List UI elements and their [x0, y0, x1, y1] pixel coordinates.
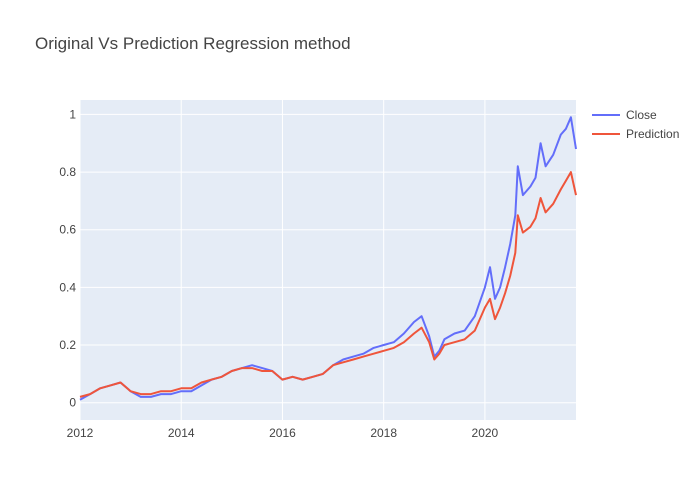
y-tick-label: 0.6: [59, 223, 76, 237]
y-axis-ticks: 0 0.2 0.4 0.6 0.8 1: [59, 107, 76, 409]
x-tick-label: 2018: [370, 426, 397, 440]
y-tick-label: 0.8: [59, 165, 76, 179]
legend-item-close[interactable]: Close: [592, 108, 657, 122]
y-tick-label: 0: [69, 396, 76, 410]
series-line-prediction: [79, 171, 577, 398]
x-tick-label: 2012: [67, 426, 94, 440]
grid-lines: [79, 100, 576, 420]
x-axis-ticks: 2012 2014 2016 2018 2020: [67, 426, 499, 440]
legend-item-prediction[interactable]: Prediction: [592, 127, 679, 141]
y-tick-label: 1: [69, 107, 76, 121]
legend[interactable]: Close Prediction: [592, 108, 679, 141]
plot-area: [80, 100, 576, 420]
x-tick-label: 2014: [168, 426, 195, 440]
y-tick-label: 0.4: [59, 280, 76, 294]
y-tick-label: 0.2: [59, 338, 76, 352]
chart-title: Original Vs Prediction Regression method: [35, 34, 351, 53]
series-line-close: [79, 116, 577, 401]
x-tick-label: 2020: [472, 426, 499, 440]
legend-label: Prediction: [626, 127, 679, 141]
legend-label: Close: [626, 108, 657, 122]
series-lines: [79, 116, 577, 401]
x-tick-label: 2016: [269, 426, 296, 440]
